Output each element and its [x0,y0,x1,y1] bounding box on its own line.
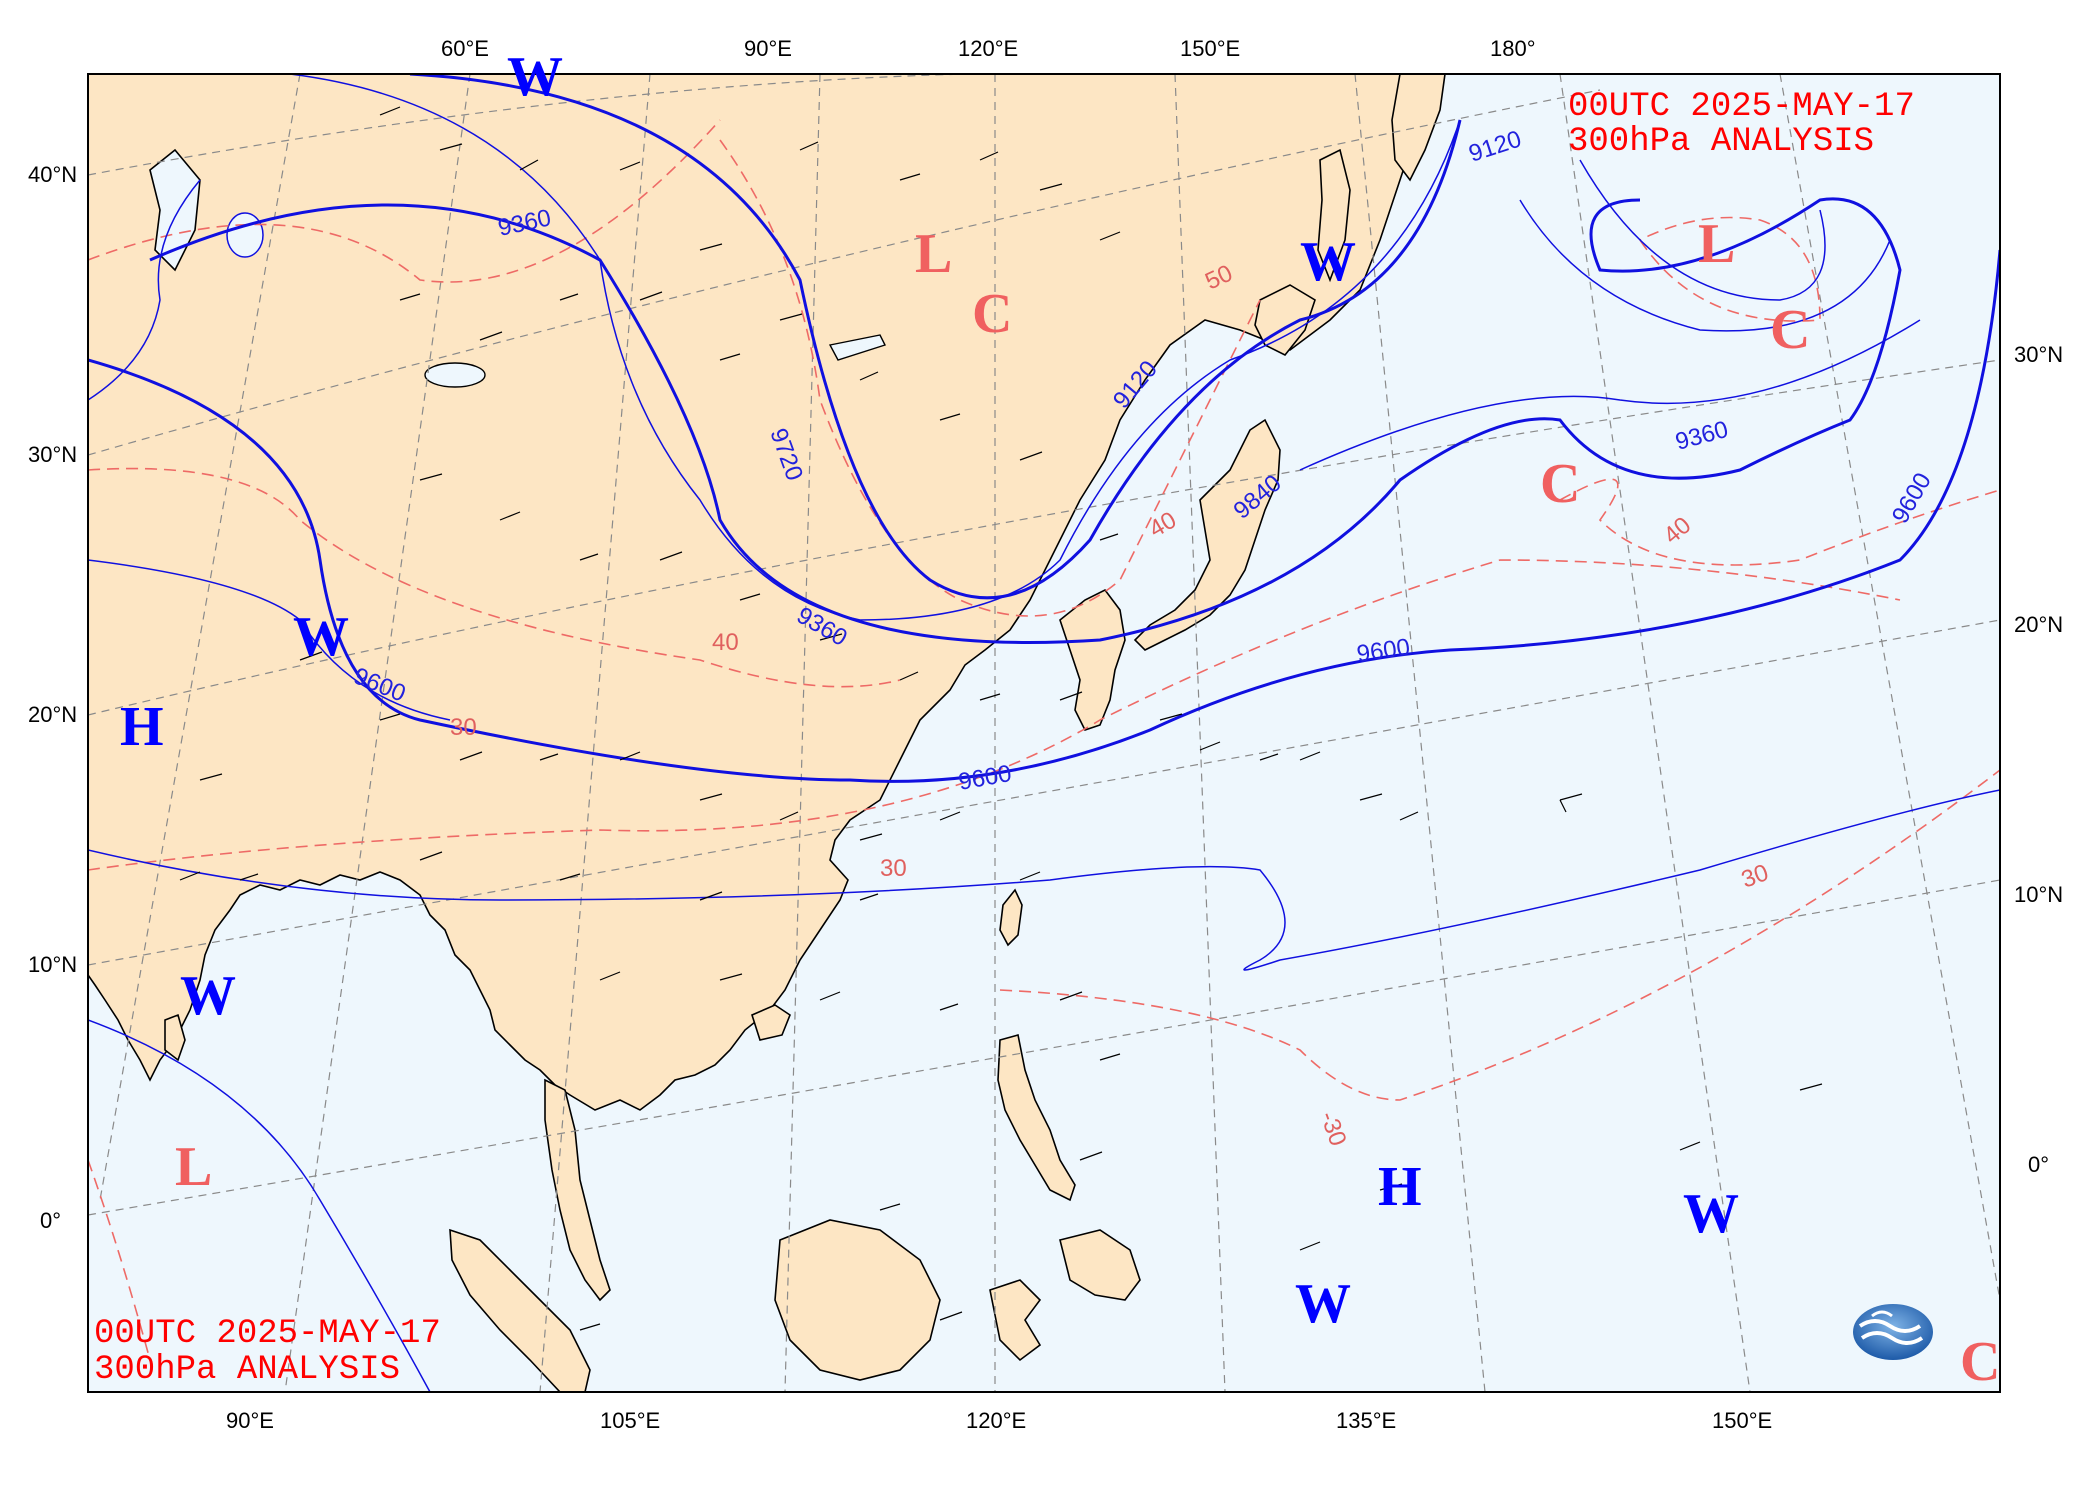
lon-label: 135°E [1336,1408,1396,1433]
temperature-contours [88,119,2000,1361]
caspian-sea [149,148,201,272]
center-symbol: L [1698,213,1735,275]
lon-label: 120°E [958,36,1018,61]
center-symbol: C [1770,299,1810,361]
lake-baikal [828,334,886,361]
temperature-label: 30 [450,714,477,741]
land-taiwan [999,888,1023,947]
aral-sea [226,212,264,258]
land-philippines [997,1033,1076,1202]
lon-label: 105°E [600,1408,660,1433]
top-longitude-labels: 60°E 90°E 120°E 150°E 180° [441,36,1536,61]
title-time: 00UTC 2025-MAY-17 [1568,88,1915,126]
lon-label: 120°E [966,1408,1026,1433]
title-top-right: 00UTC 2025-MAY-17 300hPa ANALYSIS [1568,88,1915,161]
bottom-longitude-labels: 90°E 105°E 120°E 135°E 150°E [226,1408,1772,1433]
lat-label: 10°N [2014,882,2063,907]
center-symbol: W [1300,231,1356,293]
lon-label: 150°E [1712,1408,1772,1433]
land-korea [1059,588,1126,731]
center-symbol: H [120,696,164,758]
lake-balkhash [424,362,486,388]
cwa-logo [1853,1304,1933,1360]
temperature-label: 30 [880,855,907,882]
lat-label: 0° [2028,1152,2049,1177]
lat-label: 20°N [28,702,77,727]
land-mindanao [1059,1229,1141,1301]
land-japan [1133,418,1281,651]
land-borneo [774,1219,941,1381]
center-symbol: W [293,606,349,668]
center-symbol: W [507,46,563,108]
map-frame [87,73,2001,1393]
lon-label: 90°E [744,36,792,61]
land-asia [88,74,1446,1111]
center-symbol: C [1540,453,1580,515]
lon-label: 90°E [226,1408,274,1433]
latitude-graticule [88,74,2000,1216]
lat-label: 30°N [2014,342,2063,367]
lat-label: 30°N [28,442,77,467]
center-symbol: L [175,1136,212,1198]
land-kamchatka [1391,74,1446,182]
station-plots [179,106,1823,1331]
title-level: 300hPa ANALYSIS [94,1351,400,1389]
land-sakhalin [1317,148,1351,283]
center-symbol: W [1295,1273,1351,1335]
lat-label: 20°N [2014,612,2063,637]
height-contours [88,74,2000,1392]
center-symbol: L [915,223,952,285]
land-hainan [751,1004,791,1041]
left-latitude-labels: 40°N 30°N 20°N 10°N 0° [28,162,77,1233]
lat-label: 0° [40,1208,61,1233]
right-latitude-labels: 30°N 20°N 10°N 0° [2014,342,2063,1177]
title-time: 00UTC 2025-MAY-17 [94,1315,441,1353]
lon-label: 180° [1490,36,1536,61]
lon-label: 60°E [441,36,489,61]
pressure-centers: W W W H W L L C L C C H W W C [120,46,2000,1393]
land-sumatra [449,1228,591,1392]
title-level: 300hPa ANALYSIS [1568,123,1874,161]
center-symbol: W [180,965,236,1027]
center-symbol: W [1683,1183,1739,1245]
land-sri-lanka [164,1013,186,1062]
center-symbol: H [1378,1156,1422,1218]
lon-label: 150°E [1180,36,1240,61]
temperature-label: 40 [712,629,739,656]
longitude-graticule [99,74,2000,1392]
center-symbol: C [1960,1331,2000,1393]
center-symbol: C [972,283,1012,345]
lat-label: 10°N [28,952,77,977]
title-bottom-left: 00UTC 2025-MAY-17 300hPa ANALYSIS [94,1315,441,1389]
land-sulawesi [989,1279,1042,1362]
lat-label: 40°N [28,162,77,187]
